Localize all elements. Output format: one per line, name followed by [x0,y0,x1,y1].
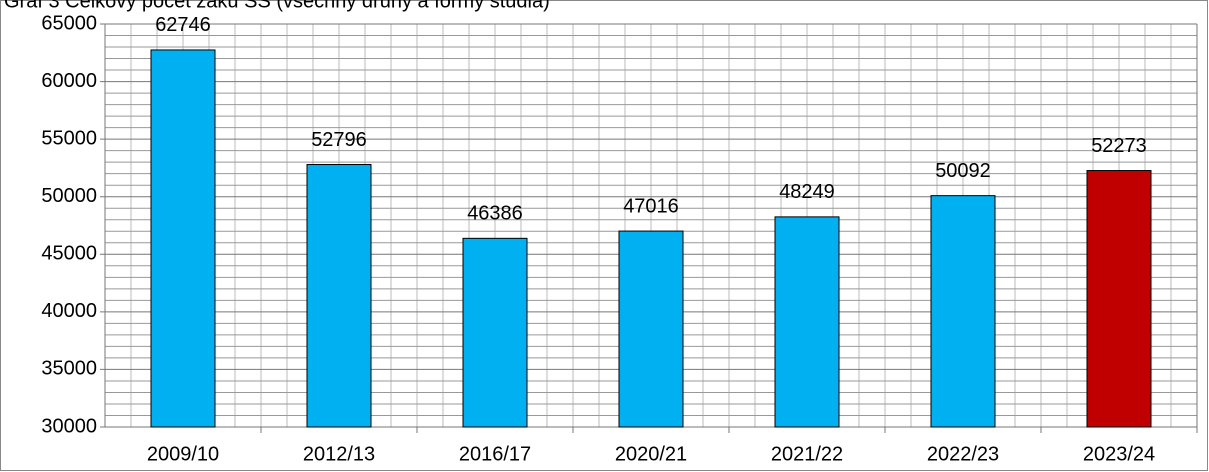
bar [1086,170,1152,428]
bar [306,164,372,428]
y-tick-label: 30000 [41,415,97,437]
x-tick-label: 2023/24 [1083,443,1155,465]
x-tick-label: 2012/13 [303,443,375,465]
y-tick-label: 35000 [41,358,97,380]
y-tick-label: 55000 [41,127,97,149]
x-tick-label: 2022/23 [927,443,999,465]
y-tick-label: 45000 [41,243,97,265]
x-tick-label: 2021/22 [771,443,843,465]
data-label: 52796 [311,129,367,151]
y-tick-label: 65000 [41,12,97,34]
bar [462,237,528,428]
data-label: 50092 [935,160,991,182]
data-label: 52273 [1091,135,1147,157]
data-label: 46386 [467,203,523,225]
y-tick-label: 60000 [41,70,97,92]
x-tick-label: 2009/10 [147,443,219,465]
bar [774,216,840,428]
bar [930,195,996,428]
chart-title: Graf 3 Celkový počet žáků SŠ (všechny dr… [4,0,550,12]
data-label: 48249 [779,181,835,203]
bar [150,49,216,428]
data-label: 62746 [155,14,211,36]
data-label: 47016 [623,195,679,217]
y-tick-label: 40000 [41,300,97,322]
y-tick-label: 50000 [41,185,97,207]
bar [618,230,684,428]
x-tick-label: 2020/21 [615,443,687,465]
x-tick-label: 2016/17 [459,443,531,465]
